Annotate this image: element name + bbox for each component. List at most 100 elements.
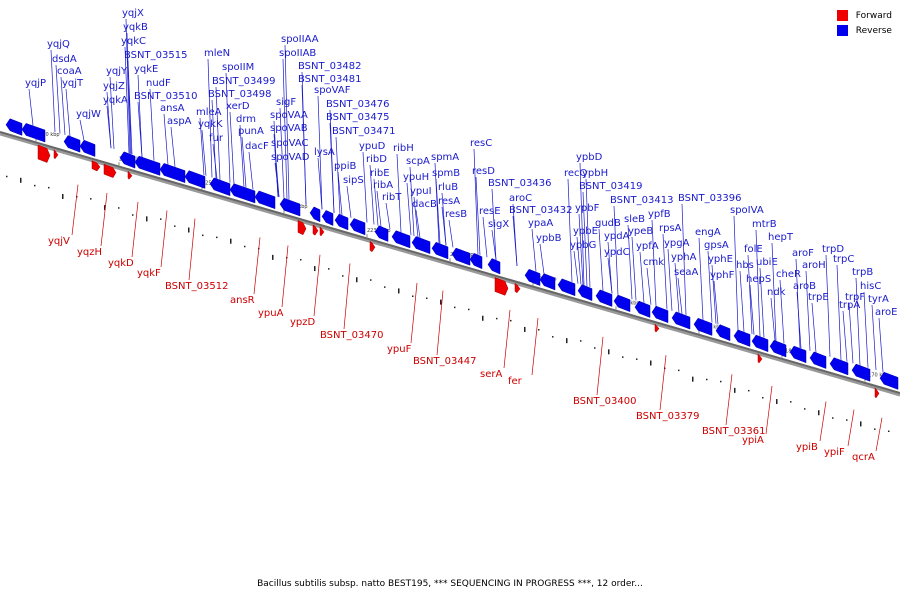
reverse-gene-label: tyrA	[868, 294, 889, 305]
reverse-gene-block	[184, 170, 206, 189]
reverse-gene-leader	[627, 224, 633, 300]
reverse-gene-block	[693, 317, 713, 336]
ruler-dot	[48, 186, 50, 189]
reverse-gene-leader	[127, 60, 133, 155]
reverse-gene-leader	[201, 129, 207, 176]
forward-gene-block	[53, 148, 59, 160]
reverse-gene-label: ribA	[373, 180, 393, 191]
reverse-gene-leader	[711, 264, 717, 324]
ruler-dot	[230, 238, 232, 244]
reverse-gene-leader	[531, 228, 537, 272]
forward-gene-label: BSNT_03361	[702, 426, 765, 437]
forward-gene-label: qcrA	[852, 452, 875, 463]
ruler-dot	[860, 421, 862, 427]
reverse-gene-label: ypfA	[636, 241, 659, 252]
reverse-gene-label: spoIVA	[730, 205, 764, 216]
reverse-gene-label: gudB	[595, 218, 621, 229]
ruler-dot	[356, 277, 358, 283]
ruler-dot	[202, 234, 204, 237]
ruler-dot	[510, 319, 512, 322]
reverse-gene-label: yqjQ	[47, 39, 70, 50]
reverse-gene-block	[63, 135, 81, 153]
reverse-gene-leader	[667, 248, 673, 311]
forward-gene-block	[312, 224, 319, 236]
ruler-dot	[440, 299, 442, 305]
reverse-gene-block	[557, 278, 576, 297]
reverse-gene-block	[321, 210, 334, 226]
reverse-gene-block	[595, 289, 613, 307]
reverse-gene-block	[769, 339, 787, 358]
reverse-gene-label: spoIIAA	[281, 34, 319, 45]
reverse-gene-label: recQ	[564, 168, 588, 179]
reverse-gene-leader	[55, 64, 61, 134]
ruler-dot	[272, 254, 274, 260]
forward-gene-label: BSNT_03379	[636, 411, 699, 422]
reverse-gene-leader	[576, 236, 582, 285]
reverse-gene-leader	[639, 251, 645, 303]
ruler-dot	[188, 227, 190, 233]
reverse-gene-leader	[413, 196, 419, 238]
reverse-gene-label: trpB	[852, 267, 873, 278]
forward-gene-block	[103, 163, 117, 178]
reverse-gene-leader	[362, 151, 368, 223]
reverse-gene-label: BSNT_03413	[610, 195, 673, 206]
reverse-gene-block	[391, 230, 411, 249]
reverse-gene-label: spoVAD	[271, 152, 310, 163]
reverse-gene-block	[487, 258, 501, 275]
reverse-gene-leader	[124, 46, 130, 154]
reverse-gene-leader	[805, 270, 811, 351]
reverse-gene-block	[539, 273, 556, 291]
reverse-gene-leader	[567, 178, 573, 282]
reverse-gene-leader	[539, 243, 545, 274]
reverse-gene-label: hbs	[736, 260, 754, 271]
forward-gene-label: ypiA	[742, 435, 764, 446]
reverse-gene-leader	[373, 178, 379, 226]
forward-gene-leader	[410, 282, 418, 344]
ruler-dot	[566, 338, 568, 344]
ruler-dot	[314, 266, 316, 272]
ruler-dot	[776, 399, 778, 405]
ruler-dot	[720, 380, 722, 383]
reverse-gene-leader	[441, 206, 447, 246]
reverse-gene-label: hepS	[746, 274, 771, 285]
genome-backbone	[0, 131, 900, 397]
reverse-gene-label: spmB	[432, 168, 460, 179]
reverse-gene-label: aroF	[792, 248, 814, 259]
reverse-gene-leader	[674, 262, 680, 313]
ruler-dot	[552, 336, 554, 338]
ruler-dot	[636, 358, 638, 360]
reverse-gene-label: xerD	[226, 101, 250, 112]
reverse-gene-block	[671, 311, 691, 330]
reverse-gene-leader	[579, 162, 585, 286]
reverse-gene-leader	[631, 236, 637, 301]
reverse-gene-label: ypgA	[664, 238, 690, 249]
reverse-gene-leader	[863, 291, 869, 368]
reverse-gene-block	[334, 213, 349, 231]
reverse-swatch	[836, 25, 848, 36]
reverse-gene-label: spoIIAB	[279, 48, 316, 59]
ruler-dot	[412, 295, 414, 297]
reverse-gene-label: BSNT_03419	[579, 181, 642, 192]
reverse-gene-leader	[848, 302, 854, 364]
reverse-gene-leader	[170, 126, 176, 167]
reverse-gene-label: resD	[472, 166, 495, 177]
reverse-gene-leader	[215, 86, 221, 180]
reverse-gene-block	[309, 206, 321, 223]
reverse-gene-label: BSNT_03471	[332, 126, 395, 137]
reverse-gene-leader	[376, 190, 382, 227]
ruler-dot	[370, 279, 372, 281]
reverse-gene-label: fur	[209, 133, 224, 144]
reverse-gene-label: yqkB	[123, 22, 148, 33]
reverse-gene-label: nudF	[146, 78, 171, 89]
reverse-gene-label: ppiB	[334, 161, 356, 172]
reverse-gene-leader	[491, 229, 497, 260]
reverse-gene-label: aroH	[802, 260, 826, 271]
ruler-dot	[608, 349, 610, 355]
reverse-gene-label: drm	[236, 114, 256, 125]
reverse-gene-label: sigF	[276, 97, 296, 108]
ruler-dot	[818, 410, 820, 416]
forward-gene-block	[874, 387, 880, 399]
reverse-gene-leader	[482, 216, 488, 258]
